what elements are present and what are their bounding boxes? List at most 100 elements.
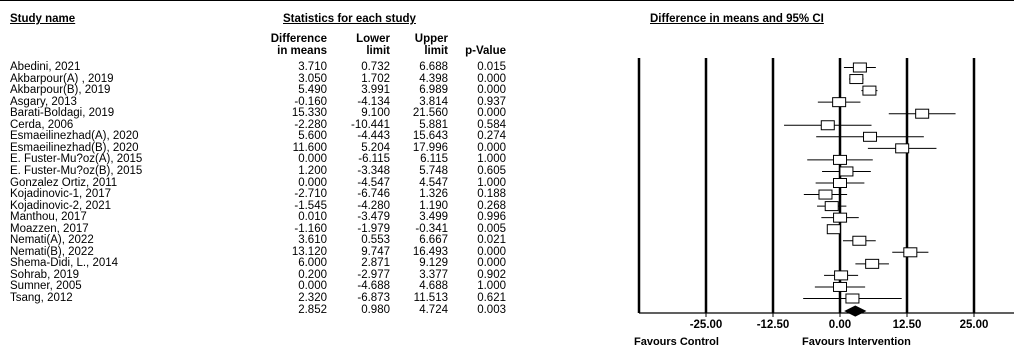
upper-limit-cell: 21.560: [412, 107, 448, 120]
effect-box: [849, 74, 864, 85]
upper-limit-cell: 4.724: [419, 303, 448, 316]
effect-box: [833, 154, 847, 165]
table-row: Esmaeilinezhad(A), 2020 5.600 -4.443 15.643…: [0, 130, 560, 143]
lower-limit-cell: -10.441: [350, 118, 390, 131]
diff-col-header: Difference in means: [228, 33, 327, 57]
study-name-cell: Tsang, 2012: [10, 292, 73, 304]
difference-cell: -2.710: [294, 188, 327, 201]
effect-box: [833, 212, 848, 223]
lower-limit-cell: -1.979: [357, 222, 390, 235]
favours-intervention-label: Favours Intervention: [802, 336, 911, 348]
pooled-row: 2.852 0.980 4.724 0.003: [0, 304, 560, 317]
study-name-cell: E. Fuster-Mu?oz(B), 2015: [10, 164, 143, 177]
upper-limit-cell: 6.688: [419, 61, 448, 73]
lower-limit-cell: -4.134: [357, 95, 390, 108]
difference-cell: 15.330: [291, 107, 327, 120]
difference-cell: -2.280: [294, 118, 327, 131]
p-value-cell: 1.000: [477, 176, 506, 189]
effect-box: [818, 189, 833, 200]
difference-cell: 13.120: [291, 245, 327, 258]
x-tick-label: -12.50: [756, 319, 790, 331]
study-name-cell: Esmaeilinezhad(B), 2020: [10, 141, 139, 154]
difference-cell: 0.000: [298, 153, 327, 166]
p-value-cell: 0.015: [477, 61, 506, 73]
lower-limit-cell: -3.479: [357, 211, 390, 224]
difference-cell: 0.200: [298, 268, 327, 281]
study-name-cell: Kojadinovic-2, 2021: [10, 199, 112, 212]
p-value-cell: 0.605: [477, 164, 506, 177]
pooled-diamond: [844, 305, 867, 317]
x-tick-label: 12.50: [892, 319, 922, 331]
p-value-cell: 0.268: [477, 199, 506, 212]
lower-limit-cell: -4.443: [357, 130, 390, 143]
effect-box: [895, 143, 910, 154]
table-row: Akbarpour(B), 2019 5.490 3.991 6.989 0.000: [0, 84, 560, 97]
effect-box: [852, 235, 867, 246]
lower-limit-cell: -4.688: [357, 280, 390, 293]
study-name-cell: Akbarpour(B), 2019: [10, 84, 111, 97]
study-name-cell: Akbarpour(A) , 2019: [10, 72, 114, 85]
p-value-cell: 1.000: [477, 153, 506, 166]
table-row: Shema-Didi, L., 2014 6.000 2.871 9.129 0.000: [0, 257, 560, 270]
lower-limit-cell: 5.204: [361, 141, 390, 154]
lower-limit-cell: -6.115: [358, 153, 390, 166]
lower-limit-cell: -4.280: [357, 199, 390, 212]
p-value-cell: 0.000: [477, 72, 506, 85]
difference-cell: -1.545: [294, 199, 327, 212]
difference-cell: 11.600: [292, 141, 327, 154]
upper-limit-cell: 4.688: [419, 280, 448, 293]
lower-limit-cell: 0.553: [361, 234, 390, 247]
effect-box: [915, 108, 930, 119]
table-row: Tsang, 2012 2.320 -6.873 11.513 0.621: [0, 292, 560, 305]
table-row: Sumner, 2005 0.000 -4.688 4.688 1.000: [0, 280, 560, 293]
x-tick-label: 25.00: [959, 319, 989, 331]
study-name-cell: Kojadinovic-1, 2017: [10, 188, 112, 201]
difference-cell: 5.600: [298, 130, 327, 143]
study-name-cell: Gonzalez Ortiz, 2011: [10, 176, 118, 189]
effect-box: [826, 224, 841, 235]
effect-box: [865, 258, 880, 269]
table-row: Asgary, 2013 -0.160 -4.134 3.814 0.937: [0, 96, 560, 109]
p-value-cell: 0.902: [477, 268, 506, 281]
lower-limit-cell: 9.100: [361, 107, 390, 120]
pvalue-col-header: p-Value: [465, 45, 506, 57]
top-rule: [0, 0, 1014, 1]
favours-control-label: Favours Control: [634, 336, 719, 348]
difference-cell: 3.610: [298, 234, 327, 247]
upper-limit-cell: 5.881: [419, 118, 448, 131]
upper-limit-cell: 15.643: [412, 130, 448, 143]
p-value-cell: 1.000: [477, 280, 506, 293]
lower-col-header-line2: limit: [366, 45, 390, 57]
study-name-cell: Sohrab, 2019: [10, 268, 80, 281]
table-row: Abedini, 2021 3.710 0.732 6.688 0.015: [0, 61, 560, 74]
effect-box: [839, 166, 854, 177]
effect-box: [833, 178, 847, 188]
p-value-cell: 0.021: [477, 234, 506, 247]
upper-col-header-line1: Upper: [414, 33, 448, 45]
study-name-cell: Cerda, 2006: [10, 118, 74, 131]
upper-limit-cell: -0.341: [415, 222, 448, 235]
lower-limit-cell: -3.348: [357, 164, 390, 177]
upper-limit-cell: 3.499: [419, 211, 448, 224]
lower-limit-cell: 9.747: [361, 245, 390, 258]
study-name-cell: Sumner, 2005: [10, 280, 82, 293]
study-name-cell: Nemati(A), 2022: [10, 234, 94, 247]
study-name-cell: Manthou, 2017: [10, 211, 87, 224]
p-value-cell: 0.274: [477, 130, 506, 143]
p-value-cell: 0.937: [477, 95, 506, 108]
p-value-cell: 0.005: [477, 222, 506, 235]
upper-limit-cell: 17.996: [412, 141, 448, 154]
table-row: Manthou, 2017 0.010 -3.479 3.499 0.996: [0, 211, 560, 224]
difference-cell: 0.010: [298, 211, 327, 224]
effect-box: [862, 85, 877, 96]
effect-box: [833, 281, 847, 292]
ci-header: Difference in means and 95% CI: [650, 13, 824, 25]
study-name-cell: Abedini, 2021: [10, 61, 81, 73]
diff-col-header-line2: in means: [277, 45, 327, 57]
difference-cell: 5.490: [298, 84, 327, 97]
upper-limit-cell: 11.513: [413, 292, 448, 304]
upper-limit-cell: 9.129: [419, 257, 448, 270]
effect-box: [820, 120, 835, 131]
lower-limit-cell: -4.547: [357, 176, 390, 189]
